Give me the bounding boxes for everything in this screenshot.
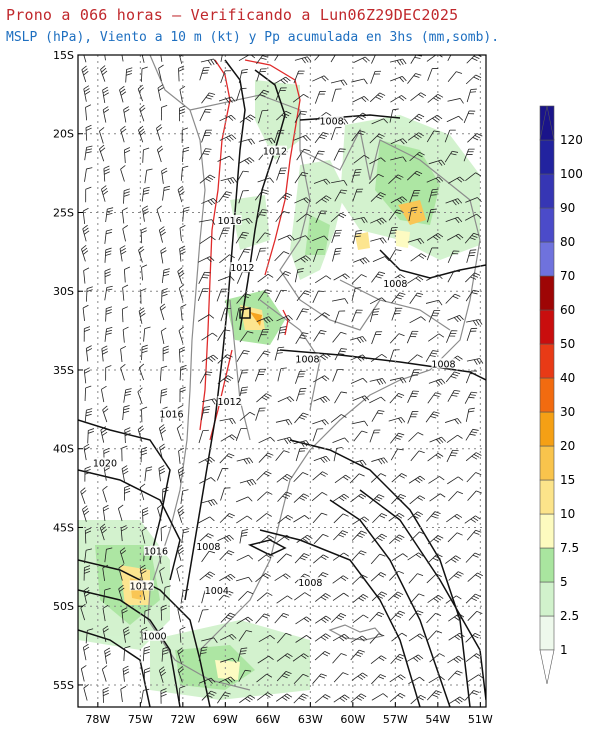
isobar-label: 1012 (130, 581, 154, 592)
colorbar-label: 1 (560, 643, 568, 657)
colorbar-swatch (539, 479, 555, 515)
lat-label: 30S (53, 285, 74, 298)
isobar-label: 1012 (230, 263, 254, 274)
colorbar-bottom-arrow (539, 649, 555, 685)
lat-label: 50S (53, 600, 74, 613)
longitude-labels: 78W 75W 72W 69W 66W 63W 60W 57W 54W 51W (85, 713, 492, 726)
lon-label: 78W (85, 713, 110, 726)
isobar-label: 1012 (217, 397, 241, 408)
colorbar-swatch (539, 309, 555, 345)
colorbar-label: 60 (560, 303, 575, 317)
isobar-label: 1008 (196, 542, 220, 553)
lat-label: 25S (53, 206, 74, 219)
colorbar-swatch (539, 173, 555, 209)
axis-ticks (78, 54, 481, 707)
colorbar-label: 10 (560, 507, 575, 521)
colorbar-label: 90 (560, 201, 575, 215)
lon-label: 72W (170, 713, 195, 726)
black-isobars (78, 59, 486, 707)
wind-barbs (80, 55, 484, 705)
gridlines (78, 55, 486, 707)
lon-label: 51W (468, 713, 493, 726)
colorbar-label: 5 (560, 575, 568, 589)
colorbar-label: 15 (560, 473, 575, 487)
colorbar-label: 100 (560, 167, 583, 181)
lat-label: 15S (53, 49, 74, 62)
plot-frame (77, 54, 487, 708)
lon-label: 69W (213, 713, 238, 726)
isobar-label: 1008 (431, 359, 455, 370)
colorbar-swatch (539, 445, 555, 481)
colorbar-swatch (539, 207, 555, 243)
colorbar-label: 50 (560, 337, 575, 351)
colorbar-label: 120 (560, 133, 583, 147)
isobar-label: 1020 (93, 458, 117, 469)
lat-label: 35S (53, 364, 74, 377)
colorbar-swatch (539, 275, 555, 311)
colorbar-swatch (539, 581, 555, 617)
map-title: Prono a 066 horas – Verificando a Lun06Z… (6, 6, 459, 24)
isobar-labels: 1008 1012 1016 1012 1008 1008 1008 1016 1012 1020… (93, 115, 456, 643)
plot-area: 1008 1012 1016 1012 1008 1008 1008 1016 1012 1020… (78, 55, 486, 707)
lon-label: 66W (255, 713, 280, 726)
lon-label: 75W (128, 713, 153, 726)
isobar-label: 1004 (205, 586, 229, 597)
colorbar-label: 2.5 (560, 609, 579, 623)
lon-label: 54W (425, 713, 450, 726)
colorbar-swatch (539, 411, 555, 447)
isobar-label: 1016 (217, 216, 241, 227)
lat-label: 40S (53, 443, 74, 456)
lat-label: 55S (53, 679, 74, 692)
isobar-label: 1016 (144, 547, 168, 558)
colorbar-swatch (539, 513, 555, 549)
lon-label: 63W (298, 713, 323, 726)
lat-label: 45S (53, 521, 74, 534)
isobar-label: 1008 (295, 355, 319, 366)
coastlines (147, 55, 481, 691)
isobar-label: 1008 (383, 279, 407, 290)
colorbar-top-arrow (539, 105, 555, 141)
colorbar-label: 80 (560, 235, 575, 249)
lat-label: 20S (53, 128, 74, 141)
colorbar-swatch (539, 547, 555, 583)
colorbar-label: 7.5 (560, 541, 579, 555)
colorbar-swatch (539, 377, 555, 413)
colorbar-label: 70 (560, 269, 575, 283)
colorbar-swatch (539, 343, 555, 379)
colorbar-swatch (539, 615, 555, 651)
colorbar: 1 2.5 5 7.5 10 15 20 30 40 50 60 70 80 90 100 120 (539, 105, 583, 685)
isobar-label: 1000 (142, 632, 166, 643)
colorbar-swatch (539, 241, 555, 277)
isobar-label: 1016 (159, 410, 183, 421)
colorbar-label: 20 (560, 439, 575, 453)
latitude-labels: 15S 20S 25S 30S 35S 40S 45S 50S 55S (53, 49, 74, 692)
isobar-label: 1008 (319, 117, 343, 128)
map-subtitle: MSLP (hPa), Viento a 10 m (kt) y Pp acum… (6, 30, 500, 45)
lon-label: 60W (340, 713, 365, 726)
colorbar-label: 30 (560, 405, 575, 419)
isobar-label: 1008 (298, 578, 322, 589)
colorbar-swatch (539, 139, 555, 175)
isobar-label: 1012 (263, 147, 287, 158)
colorbar-label: 40 (560, 371, 575, 385)
lon-label: 57W (383, 713, 408, 726)
